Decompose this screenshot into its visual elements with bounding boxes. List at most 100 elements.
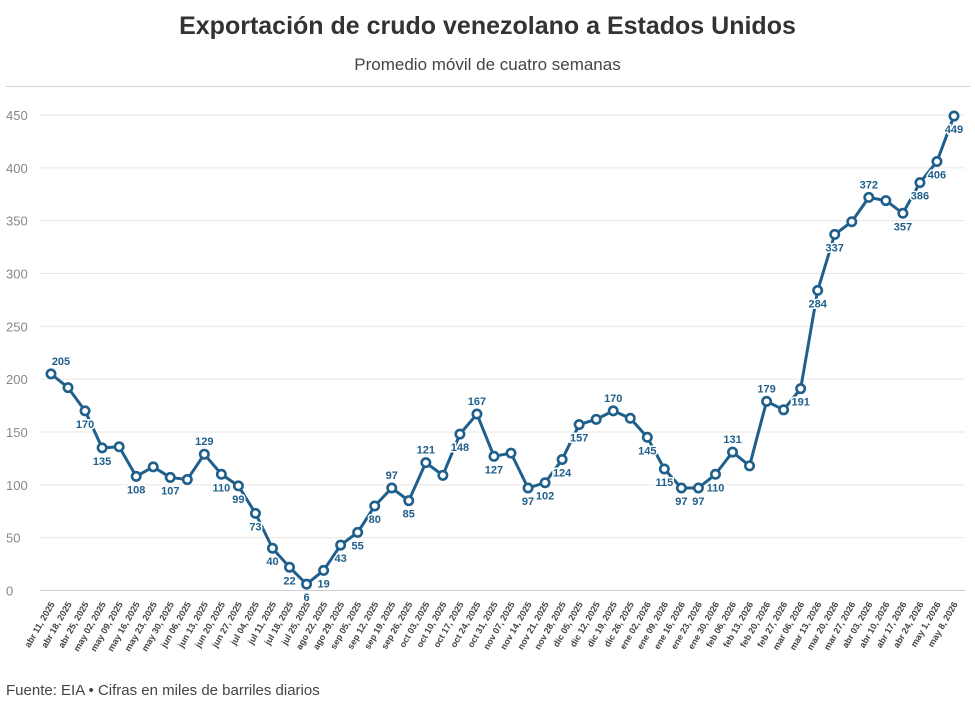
data-point [147, 461, 159, 473]
data-point [590, 413, 602, 425]
y-tick-label: 250 [6, 319, 28, 334]
data-label: 40 [266, 556, 278, 568]
data-point [931, 155, 943, 167]
data-point [420, 457, 432, 469]
y-tick-label: 300 [6, 267, 28, 282]
data-label: 406 [928, 169, 946, 181]
data-point [301, 578, 313, 590]
data-point [744, 460, 756, 472]
data-point [386, 482, 398, 494]
data-label: 19 [317, 578, 329, 590]
data-label: 170 [604, 393, 622, 405]
data-point [454, 428, 466, 440]
data-point [522, 482, 534, 494]
y-tick-label: 450 [6, 108, 28, 123]
data-label: 131 [723, 434, 741, 446]
y-tick-label: 100 [6, 478, 28, 493]
data-point [795, 383, 807, 395]
data-point [471, 408, 483, 420]
data-point [624, 412, 636, 424]
data-point [761, 395, 773, 407]
data-point [692, 482, 704, 494]
y-tick-label: 400 [6, 161, 28, 176]
data-point [948, 110, 960, 122]
data-point [675, 482, 687, 494]
data-point [232, 480, 244, 492]
data-label: 145 [638, 445, 656, 457]
data-point [266, 542, 278, 554]
data-point [607, 405, 619, 417]
data-label: 99 [232, 494, 244, 506]
data-point [709, 468, 721, 480]
data-point [45, 368, 57, 380]
data-label: 124 [553, 467, 572, 479]
data-label: 110 [707, 482, 725, 494]
data-label: 22 [283, 575, 295, 587]
data-point [352, 526, 364, 538]
series-line [49, 114, 956, 586]
y-tick-label: 200 [6, 372, 28, 387]
data-point [829, 228, 841, 240]
data-label: 6 [304, 592, 310, 604]
data-label: 73 [249, 521, 261, 533]
data-point [863, 191, 875, 203]
data-label: 55 [352, 540, 364, 552]
data-point [284, 561, 296, 573]
data-point [130, 470, 142, 482]
data-point [488, 450, 500, 462]
data-label: 372 [860, 179, 878, 191]
data-label: 357 [894, 221, 912, 233]
data-label: 170 [76, 419, 94, 431]
source-footer: Fuente: EIA • Cifras en miles de barrile… [6, 682, 320, 699]
data-point [369, 500, 381, 512]
data-label: 148 [451, 442, 469, 454]
data-label: 157 [570, 433, 588, 445]
data-point [573, 419, 585, 431]
data-label: 127 [485, 464, 503, 476]
data-label: 337 [826, 242, 844, 254]
data-point [812, 284, 824, 296]
data-label: 97 [386, 470, 398, 482]
data-label: 43 [335, 553, 347, 565]
data-label: 179 [757, 383, 775, 395]
data-point [505, 447, 517, 459]
data-point [318, 564, 330, 576]
data-label: 107 [161, 485, 179, 497]
data-label: 135 [93, 456, 111, 468]
data-point [437, 469, 449, 481]
data-point [198, 448, 210, 460]
y-tick-label: 150 [6, 425, 28, 440]
data-point [846, 216, 858, 228]
data-point [641, 431, 653, 443]
header-divider [6, 86, 970, 87]
data-point [556, 453, 568, 465]
data-point [778, 404, 790, 416]
data-label: 108 [127, 484, 145, 496]
data-point [164, 471, 176, 483]
data-point [249, 507, 261, 519]
data-point [403, 495, 415, 507]
chart-title: Exportación de crudo venezolano a Estado… [179, 12, 796, 40]
data-point [62, 382, 74, 394]
data-point [897, 207, 909, 219]
data-label: 110 [213, 482, 231, 494]
data-point [880, 195, 892, 207]
data-point [215, 468, 227, 480]
data-label: 80 [369, 514, 381, 526]
data-label: 121 [417, 445, 435, 457]
data-label: 97 [522, 496, 534, 508]
data-label: 129 [195, 436, 213, 448]
y-tick-label: 50 [6, 531, 20, 546]
data-point [79, 405, 91, 417]
data-label: 449 [945, 124, 963, 136]
data-point [914, 177, 926, 189]
y-tick-label: 0 [6, 584, 13, 599]
data-point [96, 442, 108, 454]
data-label: 284 [809, 298, 828, 310]
data-label: 85 [403, 509, 415, 521]
data-point [335, 539, 347, 551]
chart-subtitle: Promedio móvil de cuatro semanas [354, 55, 621, 74]
data-label: 167 [468, 396, 486, 408]
y-tick-label: 350 [6, 214, 28, 229]
